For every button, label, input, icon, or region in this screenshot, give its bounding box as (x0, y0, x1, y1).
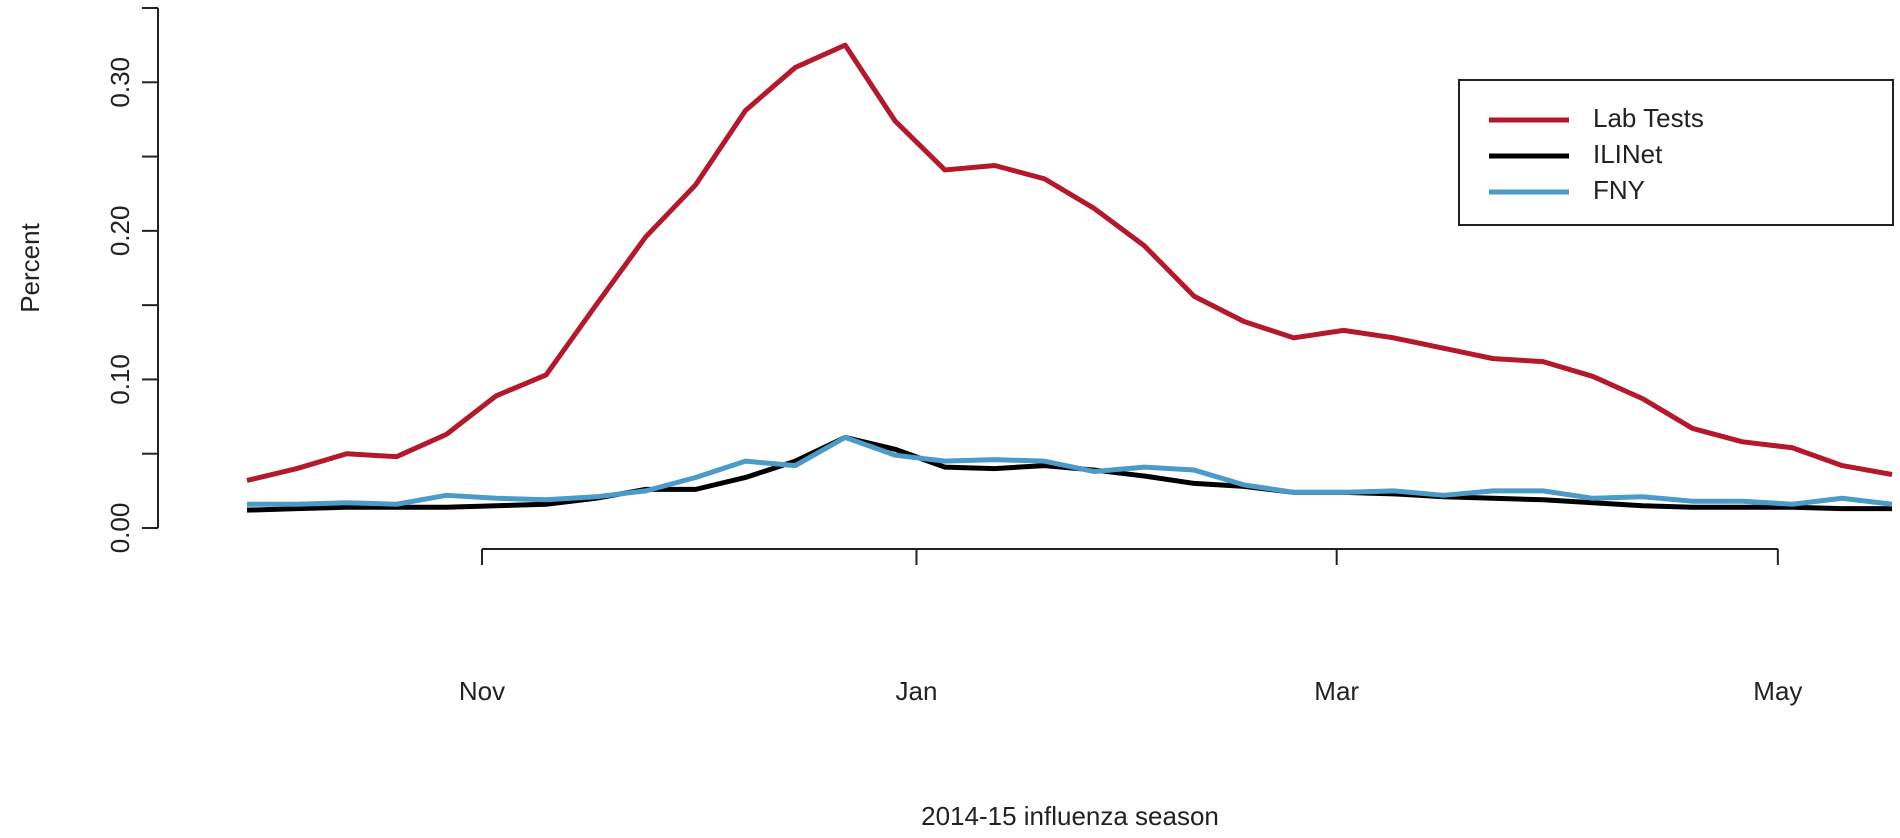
x-tick-label: Nov (459, 676, 505, 706)
x-tick-label: Mar (1314, 676, 1359, 706)
x-tick-label: May (1753, 676, 1802, 706)
series-line (246, 42, 1893, 483)
y-tick-label: 0.00 (105, 503, 135, 554)
x-tick-label: Jan (896, 676, 938, 706)
y-tick-label: 0.10 (105, 354, 135, 405)
legend-label: FNY (1593, 175, 1645, 205)
y-axis-label: Percent (15, 222, 45, 312)
x-axis-label: 2014-15 influenza season (921, 801, 1219, 831)
y-tick-label: 0.20 (105, 206, 135, 257)
legend-label: Lab Tests (1593, 103, 1704, 133)
series-line (247, 434, 1893, 507)
legend-box (1458, 79, 1894, 226)
y-tick-label: 0.30 (105, 57, 135, 108)
legend-label: ILINet (1593, 139, 1663, 169)
